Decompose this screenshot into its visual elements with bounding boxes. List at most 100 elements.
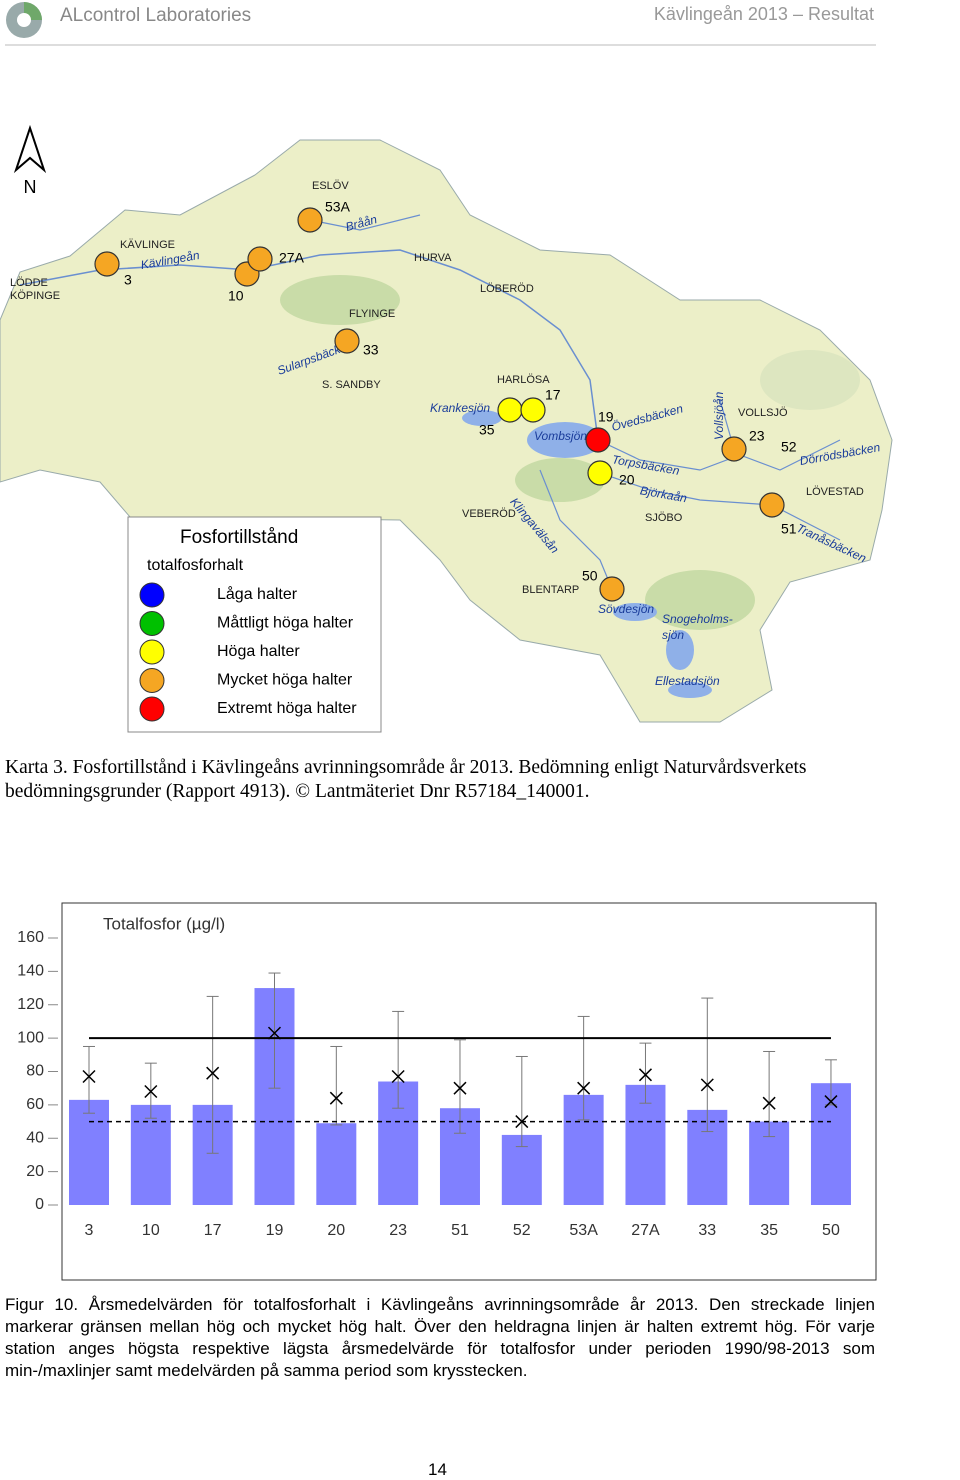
place-label: S. SANDBY xyxy=(322,379,381,391)
river xyxy=(599,472,841,541)
legend-label: Höga halter xyxy=(217,643,300,660)
water-label: Vollsjöån xyxy=(712,391,726,440)
forest xyxy=(645,570,755,630)
y-tick-label: 160 xyxy=(17,929,44,946)
station-label: 27A xyxy=(279,250,305,266)
x-tick-label: 20 xyxy=(327,1222,345,1239)
water-label: Krankesjön xyxy=(430,401,490,415)
legend-swatch xyxy=(139,582,165,608)
station-marker xyxy=(520,397,546,423)
legend-swatch xyxy=(139,696,165,722)
station-marker xyxy=(497,397,523,423)
legend-swatch xyxy=(139,611,165,636)
lake xyxy=(527,422,603,458)
river xyxy=(539,469,613,590)
place-label: LÖBERÖD xyxy=(480,283,534,295)
y-tick-label: 120 xyxy=(17,996,44,1013)
lake xyxy=(613,603,657,621)
river xyxy=(19,249,599,441)
north-label: N xyxy=(24,177,37,197)
mean-cross xyxy=(638,1068,653,1082)
station-label: 33 xyxy=(363,342,379,358)
x-tick-label: 52 xyxy=(513,1222,531,1239)
y-tick-label: 20 xyxy=(26,1163,44,1180)
x-tick-label: 10 xyxy=(142,1222,160,1239)
station-label: 23 xyxy=(749,428,765,444)
station-label: 17 xyxy=(545,387,561,403)
mean-cross xyxy=(329,1091,343,1105)
mean-cross xyxy=(267,1026,282,1040)
chart-title: Totalfosfor (µg/l) xyxy=(103,914,225,933)
place-label: BLENTARP xyxy=(522,584,579,596)
x-tick-label: 17 xyxy=(204,1222,222,1239)
station-label: 10 xyxy=(228,288,244,304)
legend-swatch xyxy=(139,668,165,693)
place-label: VOLLSJÖ xyxy=(738,407,788,419)
company-name: ALcontrol Laboratories xyxy=(60,5,251,26)
river xyxy=(597,439,841,471)
place-label: KÖPINGE xyxy=(10,290,60,302)
legend-label: Låga halter xyxy=(217,585,298,603)
x-tick-label: 51 xyxy=(451,1222,469,1239)
x-tick-label: 19 xyxy=(266,1222,284,1239)
station-marker xyxy=(247,246,273,272)
place-label: HURVA xyxy=(414,252,452,264)
station-label: 20 xyxy=(619,472,635,488)
x-tick-label: 35 xyxy=(760,1222,778,1239)
station-marker xyxy=(94,251,120,277)
place-label: LÖDDE xyxy=(10,277,48,289)
y-tick-label: 40 xyxy=(26,1129,44,1146)
station-marker xyxy=(297,207,323,233)
logo xyxy=(6,2,42,38)
lake xyxy=(668,682,712,698)
place-label: FLYINGE xyxy=(349,308,395,320)
mean-cross xyxy=(453,1081,467,1095)
forest xyxy=(760,350,860,410)
legend-subtitle: totalfosforhalt xyxy=(147,557,244,574)
x-tick-label: 50 xyxy=(822,1222,840,1239)
forest xyxy=(280,275,400,325)
legend-swatch xyxy=(139,639,165,665)
page-number: 14 xyxy=(428,1460,447,1479)
station-label: 19 xyxy=(598,409,614,425)
station-marker xyxy=(585,427,611,453)
mean-cross xyxy=(82,1069,96,1084)
mean-cross xyxy=(762,1096,776,1110)
legend-box xyxy=(127,516,382,733)
x-tick-label: 27A xyxy=(631,1222,660,1239)
north-arrow xyxy=(13,124,47,174)
place-label: VEBERÖD xyxy=(462,508,516,520)
x-tick-label: 33 xyxy=(698,1222,716,1239)
station-label: 35 xyxy=(479,422,495,438)
station-marker xyxy=(334,328,360,354)
river xyxy=(309,214,421,231)
water-label: Vombsjön xyxy=(534,429,587,443)
bar xyxy=(69,1099,109,1205)
station-label: 50 xyxy=(582,568,598,584)
bar xyxy=(130,1104,171,1205)
water-label: Sövdesjön xyxy=(598,602,654,616)
station-label: 53A xyxy=(325,199,351,215)
mean-cross xyxy=(700,1078,714,1092)
station-label: 3 xyxy=(124,272,132,288)
lake xyxy=(666,630,694,670)
legend-label: Extremt höga halter xyxy=(217,700,357,717)
y-tick-label: 60 xyxy=(26,1096,44,1113)
place-label: KÄVLINGE xyxy=(120,239,175,251)
mean-cross xyxy=(824,1095,838,1109)
mean-cross xyxy=(144,1084,158,1099)
y-tick-label: 100 xyxy=(17,1029,44,1046)
bar xyxy=(316,1123,357,1205)
map: N Fosfortillstånd totalfosforhalt Låga h… xyxy=(0,124,893,733)
station-label: 52 xyxy=(781,439,797,455)
place-label: SJÖBO xyxy=(645,512,683,524)
x-tick-label: 23 xyxy=(389,1222,407,1239)
water-label: sjön xyxy=(662,628,684,642)
place-label: HARLÖSA xyxy=(497,374,550,386)
water-label: Snogeholms- xyxy=(662,612,733,626)
y-tick-label: 0 xyxy=(35,1196,44,1213)
legend-label: Måttligt höga halter xyxy=(217,614,354,632)
forest xyxy=(515,458,605,502)
